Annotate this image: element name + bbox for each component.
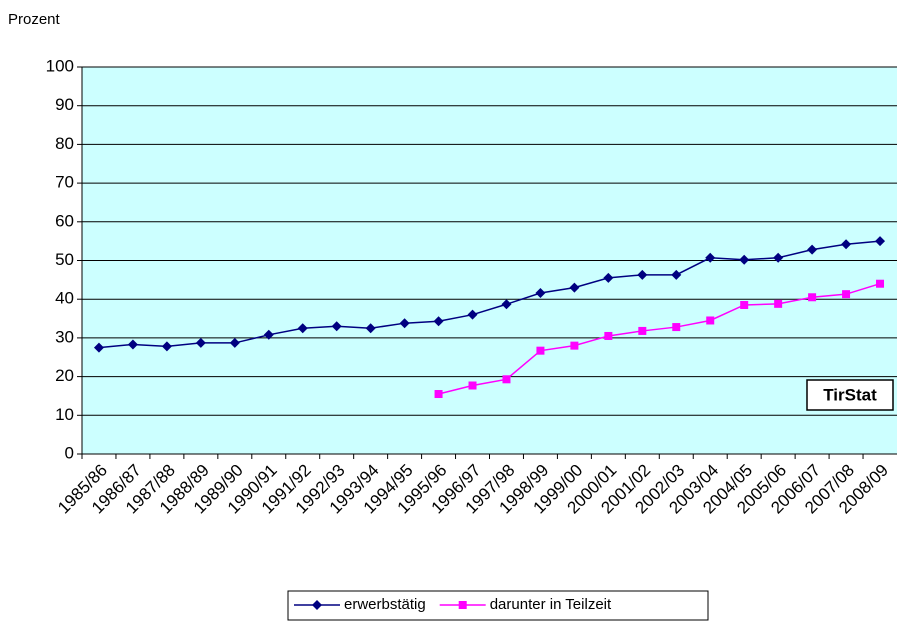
- data-point: [433, 316, 444, 327]
- data-point: [467, 309, 478, 320]
- y-tick-label: 50: [55, 250, 74, 269]
- y-tick-label: 10: [55, 405, 74, 424]
- data-point: [331, 321, 342, 332]
- y-tick-label: 70: [55, 173, 74, 192]
- data-point: [604, 331, 613, 340]
- y-tick-label: 100: [46, 56, 74, 75]
- data-point: [161, 341, 172, 352]
- data-point: [672, 323, 681, 332]
- data-point: [638, 326, 647, 335]
- data-point: [569, 282, 580, 293]
- data-point: [671, 269, 682, 280]
- data-point: [876, 279, 885, 288]
- data-point: [773, 252, 784, 263]
- series-line: [438, 283, 881, 395]
- annotation: TirStat: [823, 385, 877, 404]
- y-axis-label: Prozent: [8, 11, 61, 28]
- data-point: [705, 252, 716, 263]
- legend-box: [287, 590, 709, 621]
- data-point: [740, 301, 749, 310]
- data-point: [93, 342, 104, 353]
- legend-label: erwerbstätig: [344, 596, 426, 613]
- data-point: [706, 316, 715, 325]
- data-point: [842, 290, 851, 299]
- y-tick-label: 30: [55, 327, 74, 346]
- data-point: [570, 341, 579, 350]
- data-point: [263, 329, 274, 340]
- data-point: [536, 346, 545, 355]
- y-tick-label: 0: [65, 443, 74, 462]
- series-line: [98, 240, 881, 349]
- data-point: [637, 269, 648, 280]
- legend-label: darunter in Teilzeit: [490, 596, 612, 613]
- y-tick-label: 40: [55, 289, 74, 308]
- data-point: [365, 323, 376, 334]
- legend-marker: [458, 601, 467, 609]
- data-point: [297, 323, 308, 334]
- y-tick-label: 90: [55, 95, 74, 114]
- data-point: [807, 244, 818, 255]
- y-tick-label: 80: [55, 134, 74, 153]
- data-point: [195, 337, 206, 348]
- y-tick-label: 60: [55, 211, 74, 230]
- data-point: [468, 381, 477, 390]
- y-tick-label: 20: [55, 366, 74, 385]
- annotation-box: [806, 379, 894, 411]
- data-point: [501, 299, 512, 310]
- data-point: [875, 236, 886, 247]
- data-point: [502, 375, 511, 384]
- data-point: [399, 318, 410, 329]
- legend-marker: [312, 600, 322, 610]
- data-point: [434, 390, 443, 399]
- data-point: [535, 288, 546, 299]
- data-point: [808, 293, 817, 302]
- data-point: [127, 339, 138, 350]
- data-point: [739, 254, 750, 265]
- data-point: [603, 272, 614, 283]
- data-point: [774, 299, 783, 308]
- data-point: [229, 337, 240, 348]
- data-point: [841, 239, 852, 250]
